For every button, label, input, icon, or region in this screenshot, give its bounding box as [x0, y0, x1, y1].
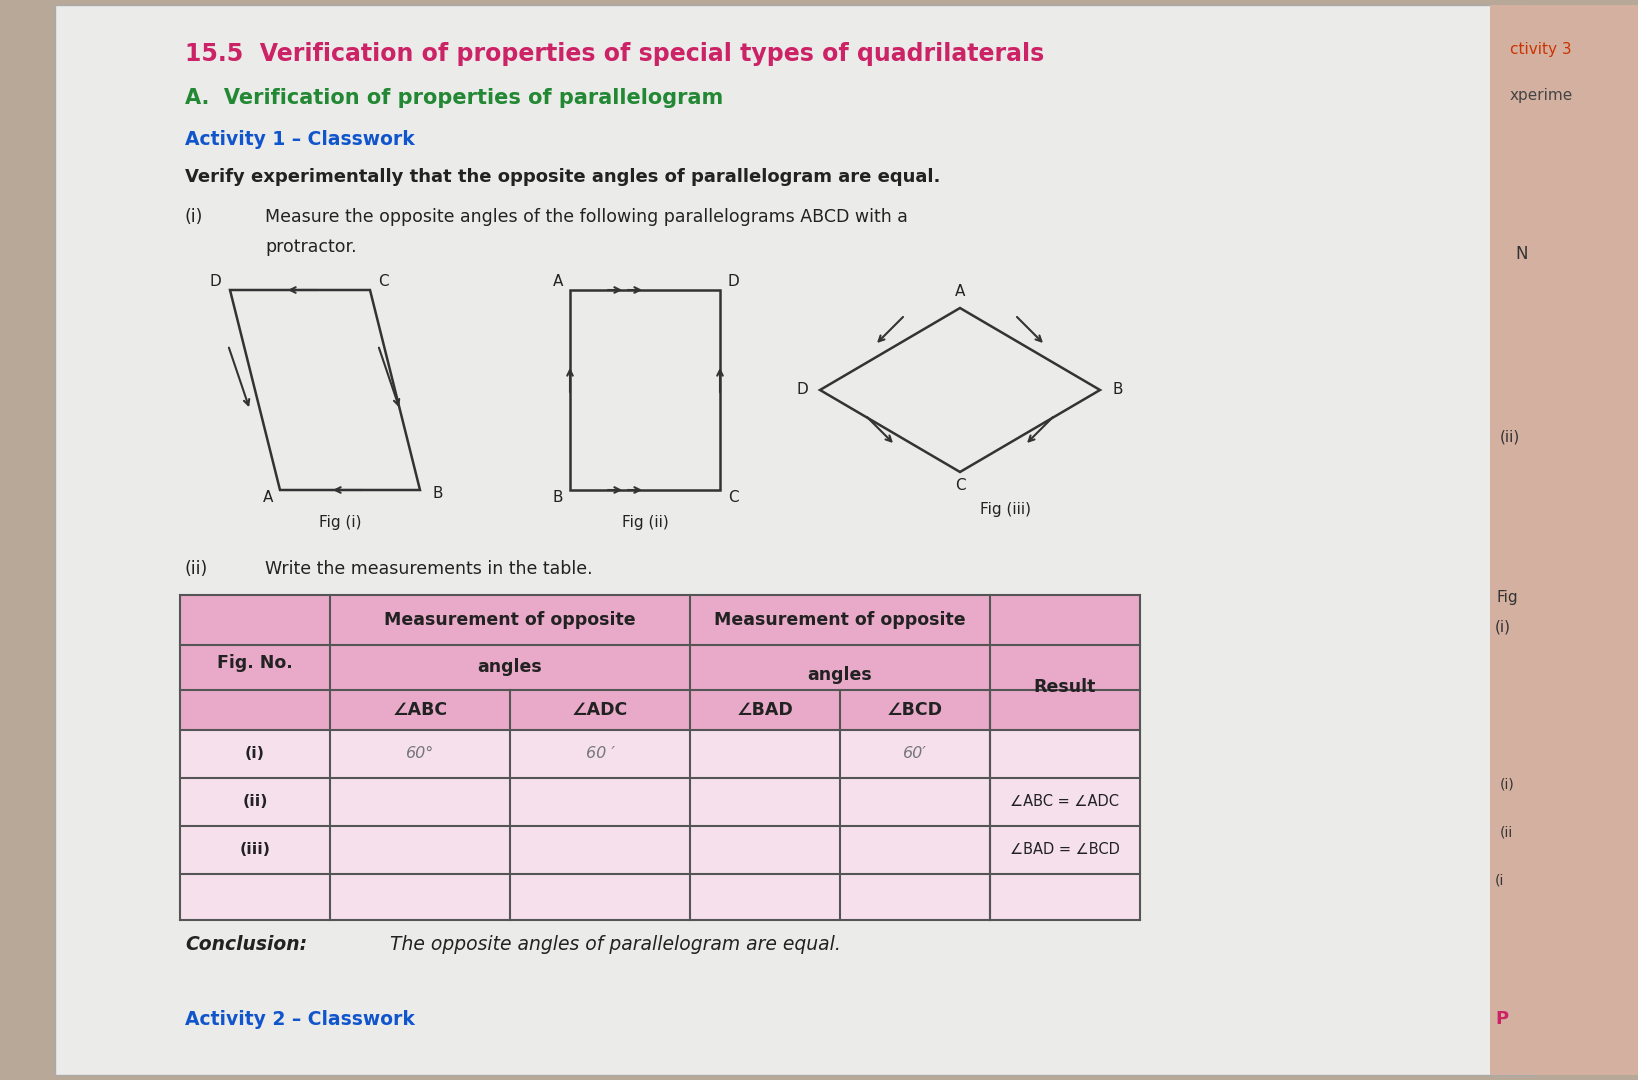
Text: Conclusion:: Conclusion:: [185, 935, 308, 954]
Text: ∠BCD: ∠BCD: [888, 701, 943, 719]
Text: 60′: 60′: [903, 746, 927, 761]
Text: A: A: [262, 490, 274, 505]
Text: protractor.: protractor.: [265, 238, 357, 256]
Text: Result: Result: [1034, 678, 1096, 697]
Text: 15.5  Verification of properties of special types of quadrilaterals: 15.5 Verification of properties of speci…: [185, 42, 1045, 66]
Text: D: D: [727, 274, 739, 289]
Text: Fig (iii): Fig (iii): [980, 502, 1030, 517]
Text: Activity 2 – Classwork: Activity 2 – Classwork: [185, 1010, 414, 1029]
Text: (ii): (ii): [1500, 430, 1520, 445]
Text: Fig: Fig: [1497, 590, 1518, 605]
Text: D: D: [210, 274, 221, 289]
Text: B: B: [432, 486, 444, 501]
Text: P: P: [1495, 1010, 1509, 1028]
Text: A: A: [955, 284, 965, 299]
Text: Measurement of opposite: Measurement of opposite: [714, 611, 966, 629]
Text: (i: (i: [1495, 874, 1504, 888]
Text: N: N: [1515, 245, 1528, 264]
Text: (ii): (ii): [185, 561, 208, 578]
Text: (iii): (iii): [239, 842, 270, 858]
Text: (i): (i): [185, 208, 203, 226]
Text: Verify experimentally that the opposite angles of parallelogram are equal.: Verify experimentally that the opposite …: [185, 168, 940, 186]
Text: ∠ADC: ∠ADC: [572, 701, 627, 719]
Text: (i): (i): [246, 746, 265, 761]
Text: ∠ABC: ∠ABC: [393, 701, 447, 719]
Text: ∠BAD = ∠BCD: ∠BAD = ∠BCD: [1011, 842, 1120, 858]
Text: The opposite angles of parallelogram are equal.: The opposite angles of parallelogram are…: [390, 935, 840, 954]
Text: Measurement of opposite: Measurement of opposite: [385, 611, 636, 629]
Text: 60 ′: 60 ′: [585, 746, 614, 761]
Text: C: C: [727, 490, 739, 505]
Text: (i): (i): [1500, 778, 1515, 792]
Text: angles: angles: [478, 659, 542, 676]
Text: Write the measurements in the table.: Write the measurements in the table.: [265, 561, 593, 578]
Text: ∠BAD: ∠BAD: [737, 701, 793, 719]
Text: Fig. No.: Fig. No.: [218, 653, 293, 672]
Bar: [1491, 5, 1638, 1075]
Text: xperime: xperime: [1510, 87, 1572, 103]
Text: A.  Verification of properties of parallelogram: A. Verification of properties of paralle…: [185, 87, 724, 108]
Text: ∠ABC = ∠ADC: ∠ABC = ∠ADC: [1011, 795, 1119, 810]
Text: A: A: [552, 274, 563, 289]
Text: B: B: [1112, 382, 1124, 397]
Text: (i): (i): [1495, 620, 1510, 635]
Text: Fig (ii): Fig (ii): [622, 515, 668, 530]
Bar: [180, 595, 1140, 920]
Text: D: D: [796, 382, 808, 397]
Text: C: C: [378, 274, 388, 289]
Text: Measure the opposite angles of the following parallelograms ABCD with a: Measure the opposite angles of the follo…: [265, 208, 907, 226]
Text: angles: angles: [808, 666, 873, 685]
Text: ctivity 3: ctivity 3: [1510, 42, 1571, 57]
Text: Fig (i): Fig (i): [319, 515, 362, 530]
Text: C: C: [955, 478, 965, 494]
Text: (ii: (ii: [1500, 826, 1514, 840]
Text: (ii): (ii): [242, 795, 267, 810]
Bar: [180, 595, 1140, 730]
Text: B: B: [552, 490, 563, 505]
Text: Activity 1 – Classwork: Activity 1 – Classwork: [185, 130, 414, 149]
Text: 60°: 60°: [406, 746, 434, 761]
